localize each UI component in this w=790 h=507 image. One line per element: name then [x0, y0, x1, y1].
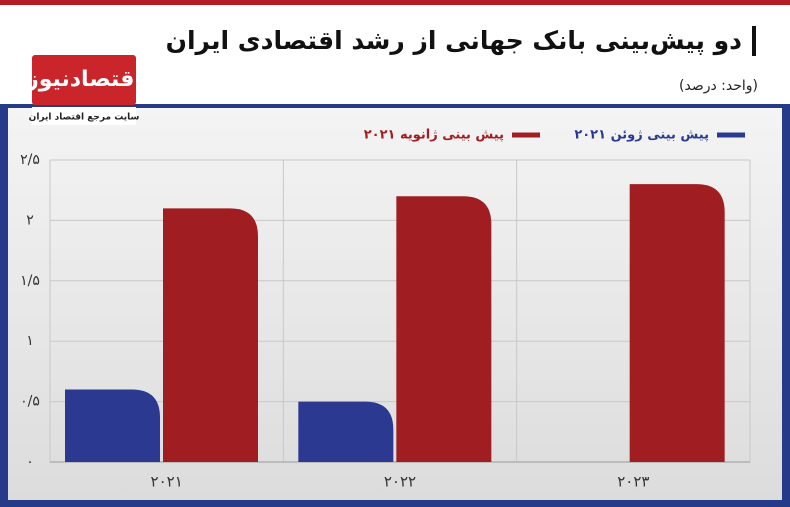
x-tick-label: ۲۰۲۱: [151, 473, 183, 491]
top-stripe: [0, 0, 790, 5]
y-tick-label: ۲/۵: [20, 152, 40, 168]
bar: [629, 184, 725, 462]
logo-box: [32, 55, 136, 105]
y-tick-label: ۰/۵: [20, 394, 40, 410]
bar: [163, 208, 258, 462]
y-tick-label: ۱/۵: [20, 273, 40, 289]
y-tick-label: ۱: [26, 333, 34, 349]
y-tick-label: ۰: [26, 454, 34, 470]
logo-name: اقتصادنیوز: [25, 67, 142, 92]
chart-subtitle: (واحد: درصد): [679, 78, 758, 94]
title-bar: [752, 26, 756, 56]
x-tick-label: ۲۰۲۲: [384, 473, 416, 491]
bar: [65, 389, 160, 462]
logo-tag-box: [32, 107, 136, 125]
x-tick-label: ۲۰۲۳: [617, 473, 649, 491]
bar: [298, 401, 394, 462]
legend-label: پیش بینی ژوئن ۲۰۲۱: [574, 128, 709, 143]
logo-tagline: سایت مرجع اقتصاد ایران: [29, 113, 140, 123]
y-tick-label: ۲: [26, 212, 34, 228]
bar: [396, 196, 492, 463]
chart-title: دو پیش‌بینی بانک جهانی از رشد اقتصادی ای…: [166, 26, 743, 56]
legend-label: پیش بینی ژانویه ۲۰۲۱: [364, 128, 504, 143]
